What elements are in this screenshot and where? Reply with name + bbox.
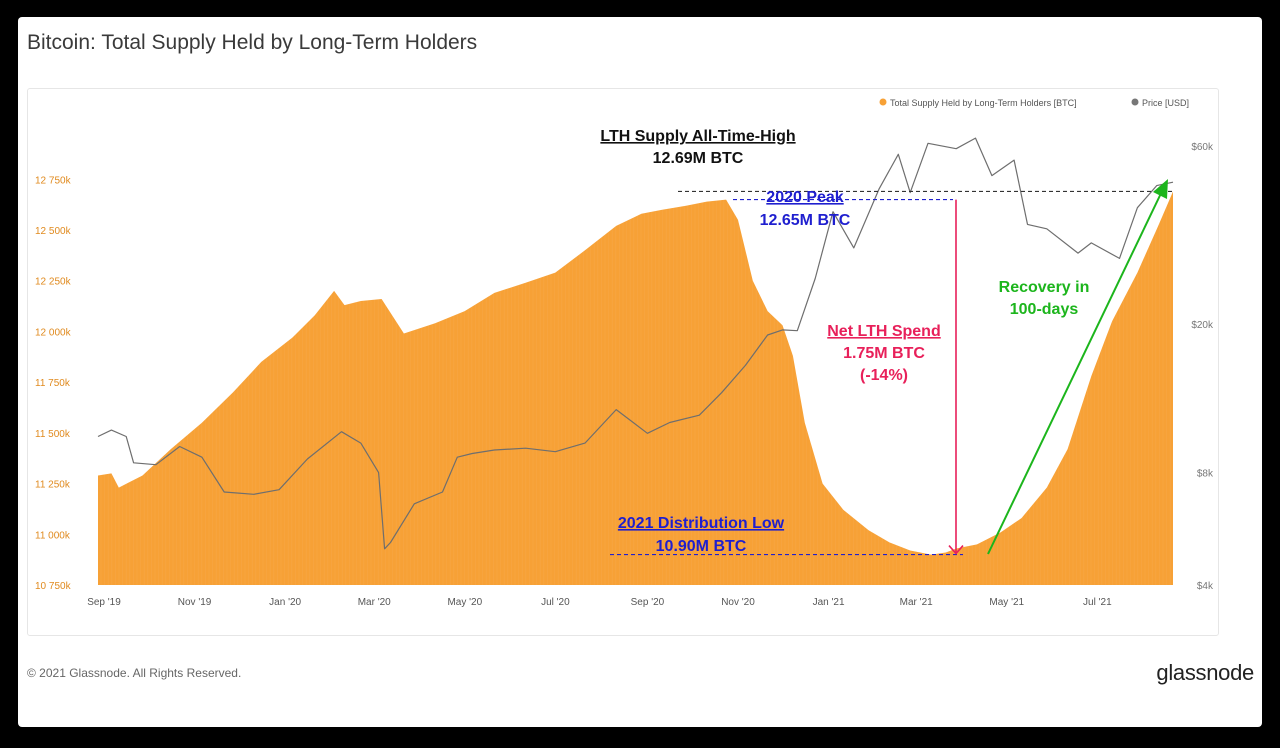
- axes-layer: 10 750k 11 000k 11 250k 11 500k 11 750k 12 00…: [35, 142, 1214, 608]
- supply-area-layer: [97, 159, 1174, 585]
- x-tick-label: Jul '20: [541, 597, 570, 608]
- y-left-tick-label: 12 250k: [35, 277, 72, 288]
- price-line-layer: [97, 137, 1174, 550]
- y-left-tick-label: 11 000k: [35, 530, 71, 541]
- price-line: [97, 137, 1174, 550]
- supply-area: [98, 191, 1173, 585]
- y-right-tick-label: $20k: [1191, 320, 1214, 331]
- legend-swatch-supply: [879, 98, 887, 106]
- y-right-tick-label: $60k: [1191, 142, 1214, 153]
- peak-label-title: 2020 Peak: [766, 189, 844, 206]
- x-tick-label: Mar '21: [900, 597, 933, 608]
- spend-label-title: Net LTH Spend: [827, 323, 940, 340]
- x-tick-label: Nov '20: [721, 597, 755, 608]
- y-left-tick-label: 10 750k: [35, 581, 72, 592]
- recovery-label-value: 100-days: [1010, 301, 1079, 318]
- x-tick-label: Jan '20: [269, 597, 301, 608]
- y-left-tick-label: 11 250k: [35, 480, 71, 491]
- y-left-tick-label: 11 500k: [35, 429, 71, 440]
- recovery-arrow-head: [1153, 179, 1168, 199]
- peak-label-value: 12.65M BTC: [760, 212, 851, 229]
- x-tick-label: May '20: [447, 597, 482, 608]
- x-tick-label: Jul '21: [1083, 597, 1112, 608]
- recovery-arrow-line: [987, 184, 1166, 555]
- y-right-tick-label: $8k: [1197, 469, 1214, 480]
- copyright-text: © 2021 Glassnode. All Rights Reserved.: [27, 666, 242, 680]
- x-tick-label: Mar '20: [358, 597, 391, 608]
- glassnode-logo: glassnode: [1156, 660, 1254, 685]
- x-tick-label: Jan '21: [813, 597, 845, 608]
- x-tick-label: Nov '19: [178, 597, 212, 608]
- y-left-tick-label: 12 500k: [35, 226, 72, 237]
- legend-label-supply: Total Supply Held by Long-Term Holders […: [890, 98, 1077, 108]
- page-title: Bitcoin: Total Supply Held by Long-Term …: [27, 31, 478, 54]
- annotation-layer: LTH Supply All-Time-High 12.69M BTC 2020 P…: [600, 128, 1173, 556]
- spend-arrow-head: [948, 545, 964, 555]
- x-tick-label: Sep '19: [87, 597, 121, 608]
- x-tick-label: May '21: [989, 597, 1024, 608]
- spend-label-pct: (-14%): [860, 367, 908, 384]
- legend-swatch-price: [1131, 98, 1139, 106]
- ath-label-title: LTH Supply All-Time-High: [600, 128, 795, 145]
- x-tick-label: Sep '20: [631, 597, 665, 608]
- y-left-tick-label: 12 750k: [35, 175, 72, 186]
- recovery-label-title: Recovery in: [999, 279, 1090, 296]
- legend-label-price: Price [USD]: [1142, 98, 1189, 108]
- ath-label-value: 12.69M BTC: [653, 150, 744, 167]
- y-left-tick-label: 11 750k: [35, 378, 71, 389]
- low-label-title: 2021 Distribution Low: [618, 515, 785, 532]
- y-left-tick-label: 12 000k: [35, 327, 72, 338]
- y-right-tick-label: $4k: [1197, 581, 1214, 592]
- low-label-value: 10.90M BTC: [656, 538, 747, 555]
- spend-label-value: 1.75M BTC: [843, 345, 925, 362]
- legend: Total Supply Held by Long-Term Holders […: [879, 98, 1189, 108]
